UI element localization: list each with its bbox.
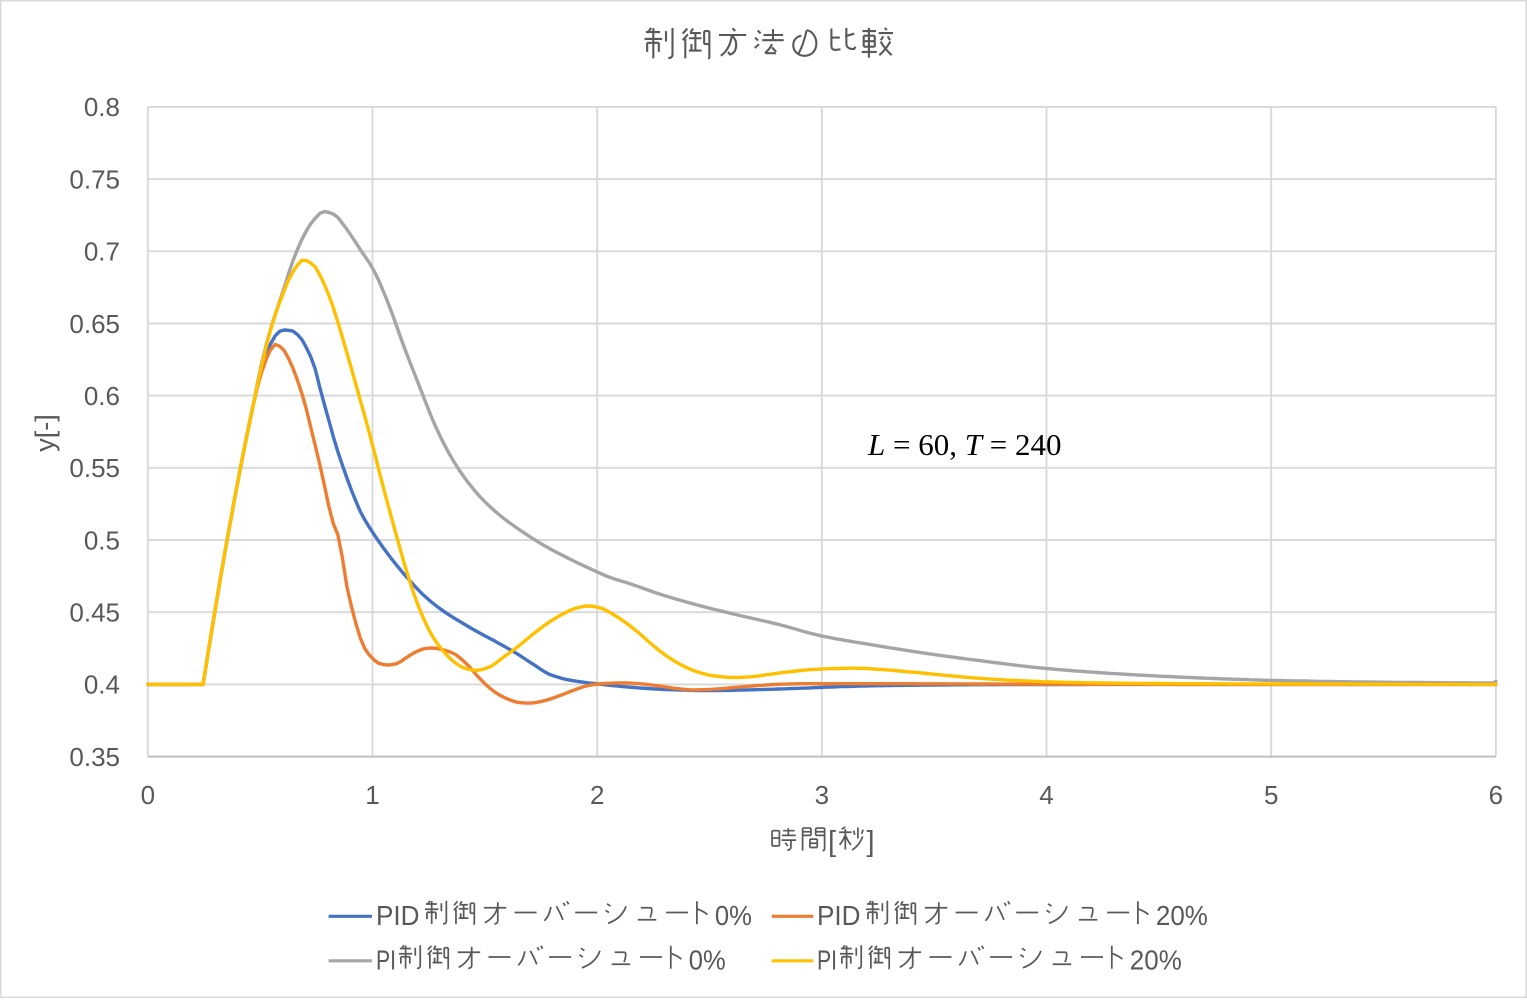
svg-text:y[-]: y[-] xyxy=(30,414,60,452)
svg-text:20%: 20% xyxy=(1156,900,1208,931)
svg-text:PI: PI xyxy=(376,945,396,976)
svg-text:PID: PID xyxy=(376,900,420,931)
svg-text:PID: PID xyxy=(817,900,861,931)
svg-text:L = 60, T = 240: L = 60, T = 240 xyxy=(867,427,1061,462)
svg-text:20%: 20% xyxy=(1130,945,1182,976)
svg-text:0.8: 0.8 xyxy=(84,92,120,122)
svg-text:2: 2 xyxy=(590,780,604,810)
svg-text:3: 3 xyxy=(815,780,829,810)
svg-text:0.65: 0.65 xyxy=(69,309,120,339)
svg-text:1: 1 xyxy=(365,780,379,810)
svg-text:0.55: 0.55 xyxy=(69,453,120,483)
svg-text:6: 6 xyxy=(1489,780,1503,810)
svg-text:0.45: 0.45 xyxy=(69,598,120,628)
svg-text:4: 4 xyxy=(1039,780,1053,810)
svg-text:0.35: 0.35 xyxy=(69,742,120,772)
svg-text:]: ] xyxy=(867,826,875,858)
svg-text:PI: PI xyxy=(817,945,837,976)
svg-text:5: 5 xyxy=(1264,780,1278,810)
svg-text:0%: 0% xyxy=(689,945,726,976)
svg-text:0.5: 0.5 xyxy=(84,525,120,555)
svg-text:[: [ xyxy=(828,826,836,858)
svg-text:0.75: 0.75 xyxy=(69,164,120,194)
svg-text:0.7: 0.7 xyxy=(84,237,120,267)
svg-text:0.4: 0.4 xyxy=(84,670,120,700)
svg-text:0%: 0% xyxy=(715,900,752,931)
svg-text:0.6: 0.6 xyxy=(84,381,120,411)
svg-text:0: 0 xyxy=(141,780,155,810)
